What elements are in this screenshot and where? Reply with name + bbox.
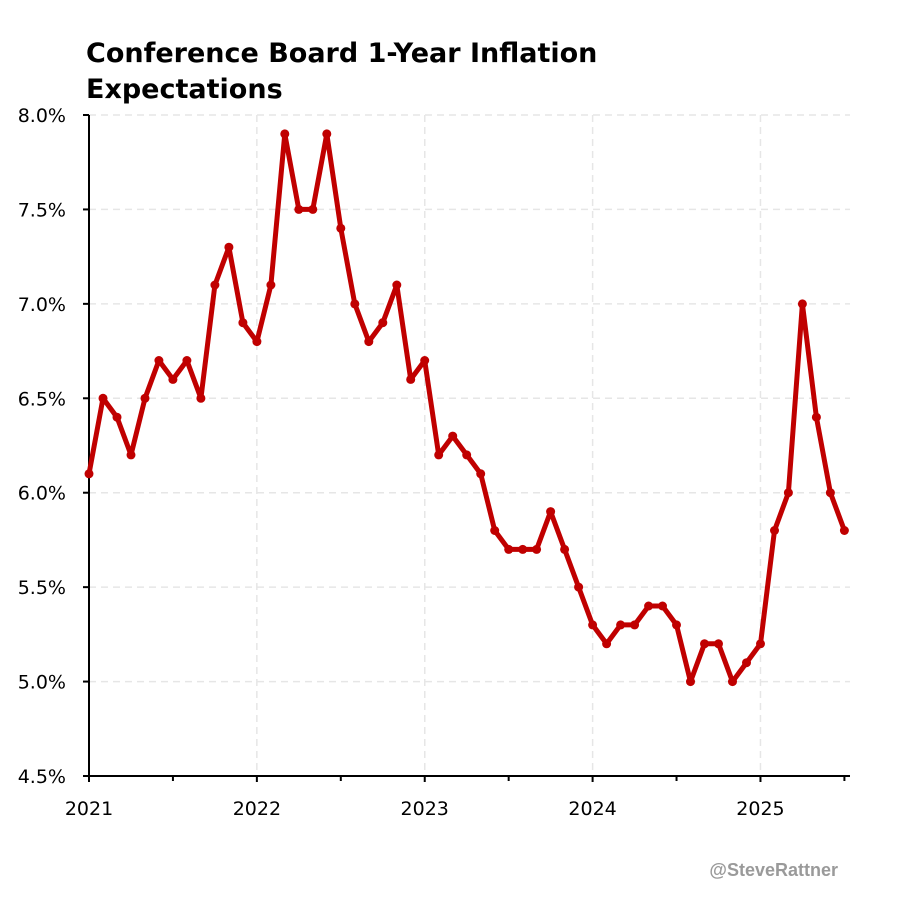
data-point [350, 299, 360, 309]
data-point [336, 223, 346, 233]
data-point [182, 356, 192, 365]
y-tick-label: 7.0% [18, 294, 66, 316]
data-point [658, 601, 667, 611]
data-point [797, 299, 807, 309]
data-point [839, 526, 849, 535]
data-point [630, 620, 640, 630]
y-tick-labels: 4.5% 5.0% 5.5% 6.0% 6.5% 7.0% 7.5% 8.0% [18, 105, 66, 788]
data-point [406, 374, 416, 384]
data-point [532, 544, 542, 554]
y-tick-label: 8.0% [18, 105, 66, 127]
data-point [672, 620, 681, 630]
data-point [728, 677, 737, 687]
y-tick-label: 7.5% [18, 199, 66, 221]
data-point [196, 393, 206, 403]
y-tick-label: 6.0% [18, 483, 66, 505]
credit-handle: @SteveRattner [709, 860, 838, 880]
data-point [811, 412, 821, 422]
data-point [224, 242, 234, 252]
data-point [462, 450, 472, 460]
data-point [476, 469, 486, 479]
data-point [448, 431, 458, 441]
y-tick-label: 5.5% [18, 577, 66, 599]
data-point [714, 639, 723, 649]
data-point [588, 620, 598, 630]
data-point [546, 507, 556, 517]
data-point [518, 544, 528, 554]
data-point [126, 450, 136, 460]
data-point [322, 129, 332, 139]
x-tick-label: 2021 [65, 798, 113, 820]
data-point [700, 639, 709, 649]
data-point [825, 488, 835, 498]
data-point [280, 129, 290, 139]
x-tick-label: 2022 [233, 798, 281, 820]
data-point [602, 639, 612, 649]
data-point [420, 356, 430, 365]
data-point [434, 450, 444, 460]
data-point [294, 204, 304, 214]
data-point [644, 601, 654, 611]
data-point [574, 582, 584, 592]
data-point [112, 412, 122, 422]
data-point [756, 639, 765, 649]
gridlines [89, 114, 850, 776]
x-tick-labels: 2021 2022 2023 2024 2025 [65, 798, 785, 820]
data-point [140, 393, 150, 403]
y-tick-label: 6.5% [18, 388, 66, 410]
data-point [98, 393, 108, 403]
data-point [770, 526, 779, 535]
y-tick-label: 4.5% [18, 766, 66, 788]
data-point [210, 280, 220, 290]
data-point [616, 620, 626, 630]
series [84, 129, 849, 687]
data-point [560, 544, 570, 554]
data-point [238, 318, 248, 328]
data-point [168, 374, 178, 384]
x-tick-label: 2023 [401, 798, 449, 820]
data-point [84, 469, 94, 479]
data-point [392, 280, 402, 290]
x-tick-label: 2025 [736, 798, 784, 820]
data-point [378, 318, 388, 328]
data-point [686, 677, 695, 687]
series-line [86, 131, 847, 685]
data-point [783, 488, 793, 498]
data-point [742, 658, 751, 668]
data-point [154, 356, 164, 365]
data-point [252, 337, 262, 347]
data-point [266, 280, 276, 290]
chart-title: Conference Board 1-Year Inflation Expect… [86, 38, 598, 105]
x-tick-label: 2024 [568, 798, 616, 820]
axes [83, 114, 850, 782]
data-point [364, 337, 374, 347]
data-point [308, 204, 318, 214]
y-tick-label: 5.0% [18, 672, 66, 694]
data-point [504, 544, 514, 554]
data-point [490, 526, 500, 535]
